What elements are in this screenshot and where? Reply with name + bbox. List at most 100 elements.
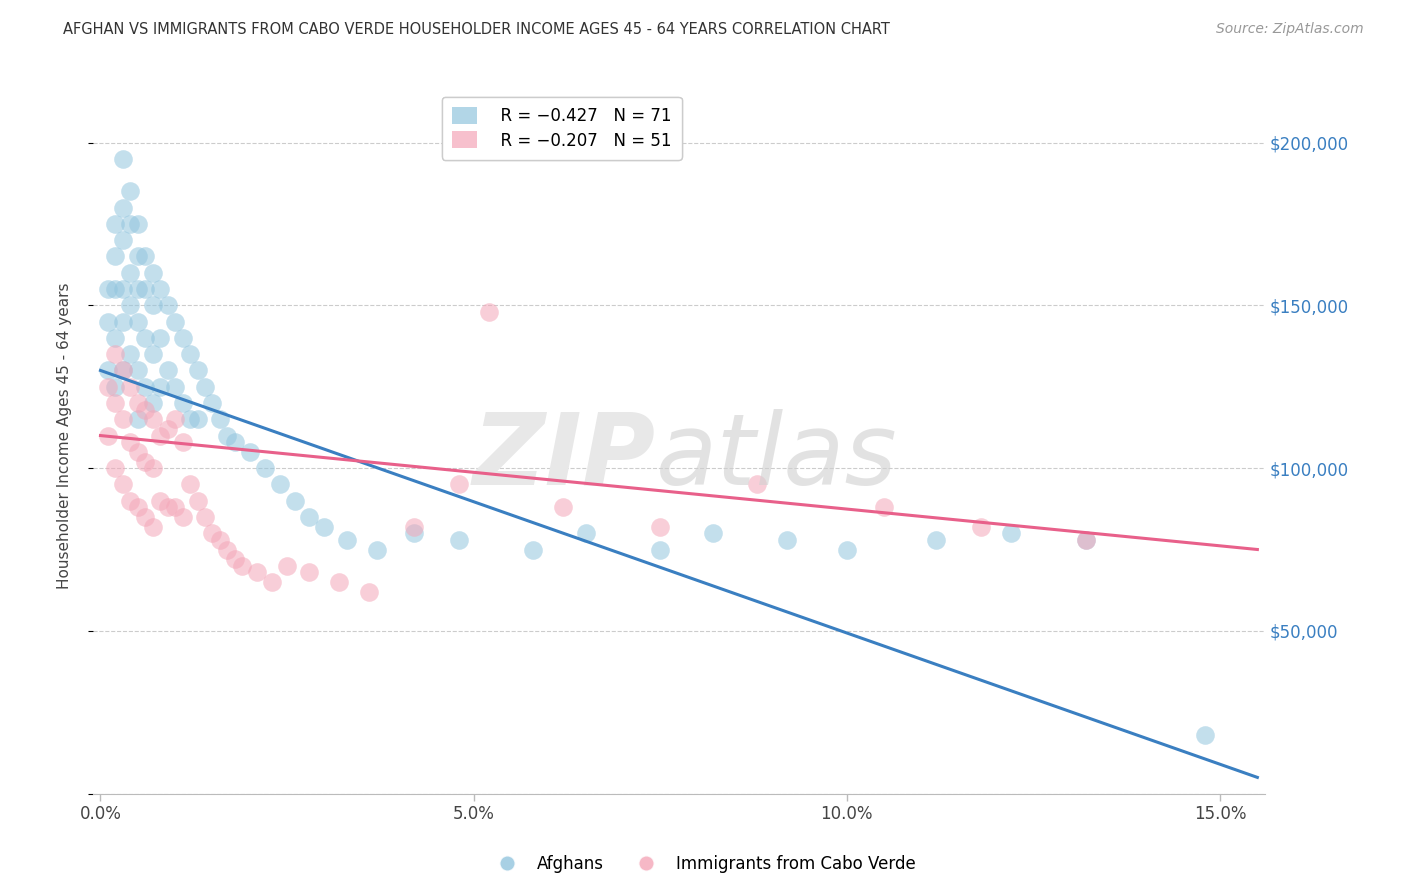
Point (224, 552, 246, 566)
Point (194, 510, 217, 524)
Point (120, 435, 142, 450)
Point (156, 422, 179, 436)
Point (127, 500, 149, 515)
Point (127, 217, 149, 231)
Point (149, 380, 172, 394)
Point (217, 542, 239, 557)
Point (134, 380, 156, 394)
Point (253, 461, 276, 475)
Point (104, 217, 127, 231)
Point (134, 402, 156, 417)
Point (970, 519, 993, 533)
Point (149, 282, 172, 296)
Point (134, 510, 156, 524)
Point (134, 282, 156, 296)
Point (217, 428, 239, 442)
Point (111, 282, 134, 296)
Point (111, 477, 134, 491)
Point (165, 412, 187, 426)
Point (97, 363, 120, 377)
Point (111, 315, 134, 329)
Point (1074, 533, 1097, 547)
Point (111, 363, 134, 377)
Point (298, 510, 321, 524)
Point (111, 363, 134, 377)
Point (149, 493, 172, 508)
Point (120, 298, 142, 312)
Point (134, 331, 156, 345)
Point (134, 454, 156, 468)
Point (201, 396, 224, 410)
Point (142, 266, 165, 280)
Point (186, 493, 208, 508)
Point (127, 396, 149, 410)
Point (120, 217, 142, 231)
Point (276, 558, 298, 573)
Point (1074, 533, 1097, 547)
Point (104, 380, 127, 394)
Point (366, 542, 388, 557)
Point (165, 380, 187, 394)
Y-axis label: Householder Income Ages 45 - 64 years: Householder Income Ages 45 - 64 years (58, 282, 72, 589)
Point (194, 380, 217, 394)
Point (127, 282, 149, 296)
Point (650, 542, 672, 557)
Point (172, 396, 194, 410)
Point (179, 347, 201, 361)
Point (149, 331, 172, 345)
Point (262, 575, 284, 590)
Point (111, 201, 134, 215)
Point (179, 412, 201, 426)
Point (142, 461, 165, 475)
Point (186, 363, 208, 377)
Point (447, 477, 470, 491)
Point (120, 266, 142, 280)
Legend: Afghans, Immigrants from Cabo Verde: Afghans, Immigrants from Cabo Verde (484, 848, 922, 880)
Point (359, 584, 381, 599)
Point (104, 347, 127, 361)
Point (650, 519, 672, 533)
Point (165, 500, 187, 515)
Point (97, 315, 120, 329)
Point (478, 305, 501, 319)
Point (149, 428, 172, 442)
Point (104, 250, 127, 264)
Point (127, 445, 149, 459)
Point (142, 298, 165, 312)
Point (120, 493, 142, 508)
Point (702, 526, 724, 541)
Point (104, 331, 127, 345)
Point (328, 575, 350, 590)
Point (1000, 526, 1022, 541)
Point (120, 380, 142, 394)
Point (172, 510, 194, 524)
Point (553, 500, 575, 515)
Point (111, 152, 134, 166)
Point (156, 298, 179, 312)
Point (142, 396, 165, 410)
Point (104, 282, 127, 296)
Point (97, 380, 120, 394)
Point (269, 477, 291, 491)
Point (142, 519, 165, 533)
Text: AFGHAN VS IMMIGRANTS FROM CABO VERDE HOUSEHOLDER INCOME AGES 45 - 64 YEARS CORRE: AFGHAN VS IMMIGRANTS FROM CABO VERDE HOU… (63, 22, 890, 37)
Point (447, 533, 470, 547)
Point (522, 542, 544, 557)
Point (134, 250, 156, 264)
Point (127, 250, 149, 264)
Point (402, 519, 425, 533)
Point (104, 396, 127, 410)
Point (208, 533, 231, 547)
Point (314, 519, 336, 533)
Point (208, 412, 231, 426)
Point (120, 185, 142, 199)
Point (156, 363, 179, 377)
Point (224, 435, 246, 450)
Point (97, 428, 120, 442)
Point (142, 347, 165, 361)
Point (925, 533, 948, 547)
Point (97, 282, 120, 296)
Point (111, 233, 134, 247)
Point (186, 412, 208, 426)
Point (127, 363, 149, 377)
